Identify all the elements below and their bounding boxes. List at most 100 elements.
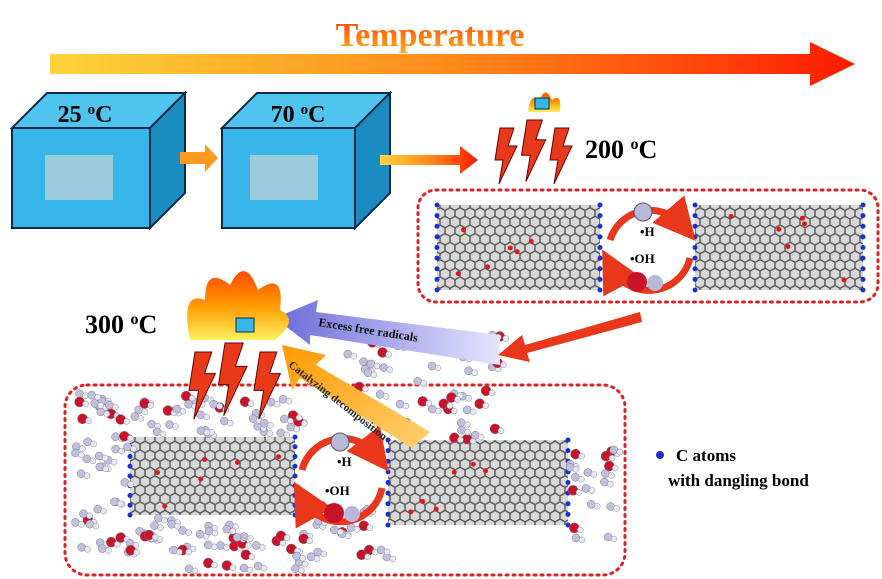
radical-label: •OH: [630, 251, 655, 266]
lightning: [549, 127, 573, 185]
atom: [147, 419, 156, 429]
stage-unit: C: [139, 310, 158, 339]
atom: [94, 393, 101, 401]
dangling-c: [434, 266, 440, 272]
molecule-cluster: [250, 155, 318, 200]
atom: [83, 437, 92, 447]
catalyzing-arrow: [282, 345, 430, 448]
atom: [159, 430, 167, 438]
atom: [317, 500, 327, 510]
dangling-c: [292, 454, 298, 459]
dangling-c: [385, 511, 391, 517]
atom: [161, 516, 168, 524]
dangling-c: [692, 223, 698, 229]
defect: [785, 244, 791, 250]
dangling-c: [860, 202, 866, 208]
cube: [219, 90, 393, 231]
defect: [234, 459, 240, 465]
atom: [593, 503, 601, 510]
nanotube-lattice: [388, 440, 568, 525]
defect: [162, 503, 168, 509]
atom: [581, 484, 591, 493]
atom: [245, 542, 252, 549]
atom: [295, 414, 303, 421]
dangling-c: [692, 213, 698, 219]
atom: [606, 502, 615, 511]
defect: [276, 454, 282, 460]
atom: [571, 533, 581, 543]
atom: [385, 351, 392, 358]
atom: [353, 526, 361, 533]
atom: [172, 404, 182, 414]
stage-degree: o: [88, 102, 96, 118]
atom: [616, 448, 624, 456]
atom: [500, 361, 507, 369]
dangling-c: [692, 245, 698, 250]
atom: [204, 526, 214, 536]
dangling-c: [692, 255, 698, 261]
dangling-c: [565, 480, 571, 485]
atom: [105, 547, 112, 554]
atom: [103, 410, 111, 418]
atom: [79, 445, 86, 452]
defect: [841, 277, 847, 283]
atom: [420, 380, 427, 387]
atom: [239, 563, 249, 573]
atom: [571, 473, 580, 482]
atom: [77, 543, 86, 552]
stage-number: 25: [58, 102, 82, 128]
dangling-c: [692, 202, 698, 208]
atom: [98, 544, 107, 553]
atom: [232, 533, 242, 542]
atom: [123, 442, 132, 452]
atom: [203, 429, 211, 437]
atom: [446, 402, 453, 410]
atom: [101, 454, 109, 462]
atom: [609, 445, 619, 455]
defect: [801, 221, 807, 227]
dangling-c: [692, 234, 698, 240]
lightning: [188, 351, 217, 420]
stage-unit: C: [639, 135, 658, 164]
radical-label: •OH: [325, 483, 350, 498]
atom: [79, 509, 88, 518]
legend-dot: [656, 451, 664, 459]
atom: [588, 487, 596, 494]
dangling-c: [565, 437, 571, 443]
atom: [395, 399, 405, 409]
atom: [222, 524, 232, 534]
dangling-c: [860, 223, 866, 229]
atom: [575, 489, 583, 496]
atom: [413, 377, 422, 386]
atom: [276, 428, 286, 438]
dangling-c: [860, 287, 866, 293]
atom: [174, 523, 181, 530]
atom: [179, 407, 187, 415]
atom: [283, 534, 291, 542]
atom: [90, 440, 97, 448]
dangling-c: [565, 448, 571, 454]
atom: [457, 418, 466, 427]
atom: [464, 366, 473, 376]
atom: [130, 445, 137, 453]
stage-label: 25 oC: [58, 102, 113, 128]
atom: [86, 512, 93, 519]
atom: [608, 454, 616, 462]
atom: [344, 506, 360, 522]
atom: [590, 471, 598, 478]
atom: [267, 422, 274, 429]
atom: [454, 396, 461, 403]
atom: [203, 413, 210, 421]
atom: [167, 520, 176, 529]
defect: [507, 245, 513, 251]
dangling-c: [127, 502, 133, 508]
atom: [85, 417, 92, 425]
atom: [196, 426, 206, 436]
atom: [248, 553, 256, 561]
atom: [127, 481, 135, 488]
stage-label: 300 oC: [85, 310, 157, 339]
dangling-c: [385, 522, 391, 528]
atom: [141, 408, 149, 416]
atom: [330, 525, 339, 535]
defect: [776, 226, 782, 232]
